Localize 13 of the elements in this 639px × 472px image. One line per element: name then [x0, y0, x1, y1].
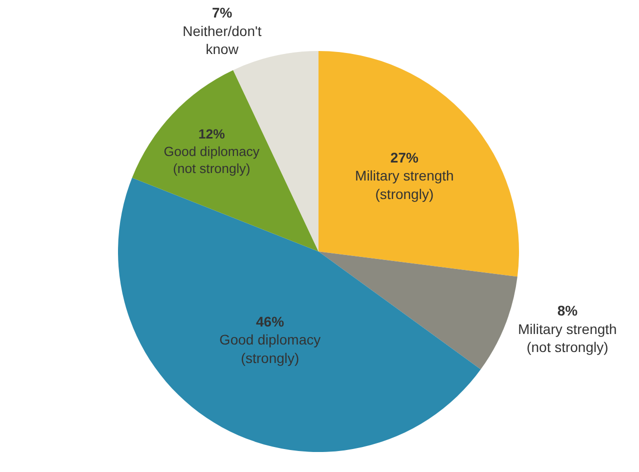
data-label: 7%	[212, 4, 233, 21]
data-label: 46%	[256, 313, 285, 330]
data-label: 12%	[198, 126, 226, 142]
slice-label: Military strength (not strongly)	[518, 320, 617, 356]
pie-slice	[318, 51, 519, 277]
slice-label: Military strength (strongly)	[355, 168, 454, 202]
data-label: 27%	[390, 150, 419, 166]
slice-label: Good diplomacy (not strongly)	[164, 144, 260, 176]
pie-slice	[318, 252, 518, 370]
slice-label: Neither/don't know	[182, 22, 262, 58]
slice-label: Good diplomacy (strongly)	[219, 332, 321, 366]
data-label: 8%	[557, 302, 578, 319]
pie-slice	[132, 70, 318, 252]
